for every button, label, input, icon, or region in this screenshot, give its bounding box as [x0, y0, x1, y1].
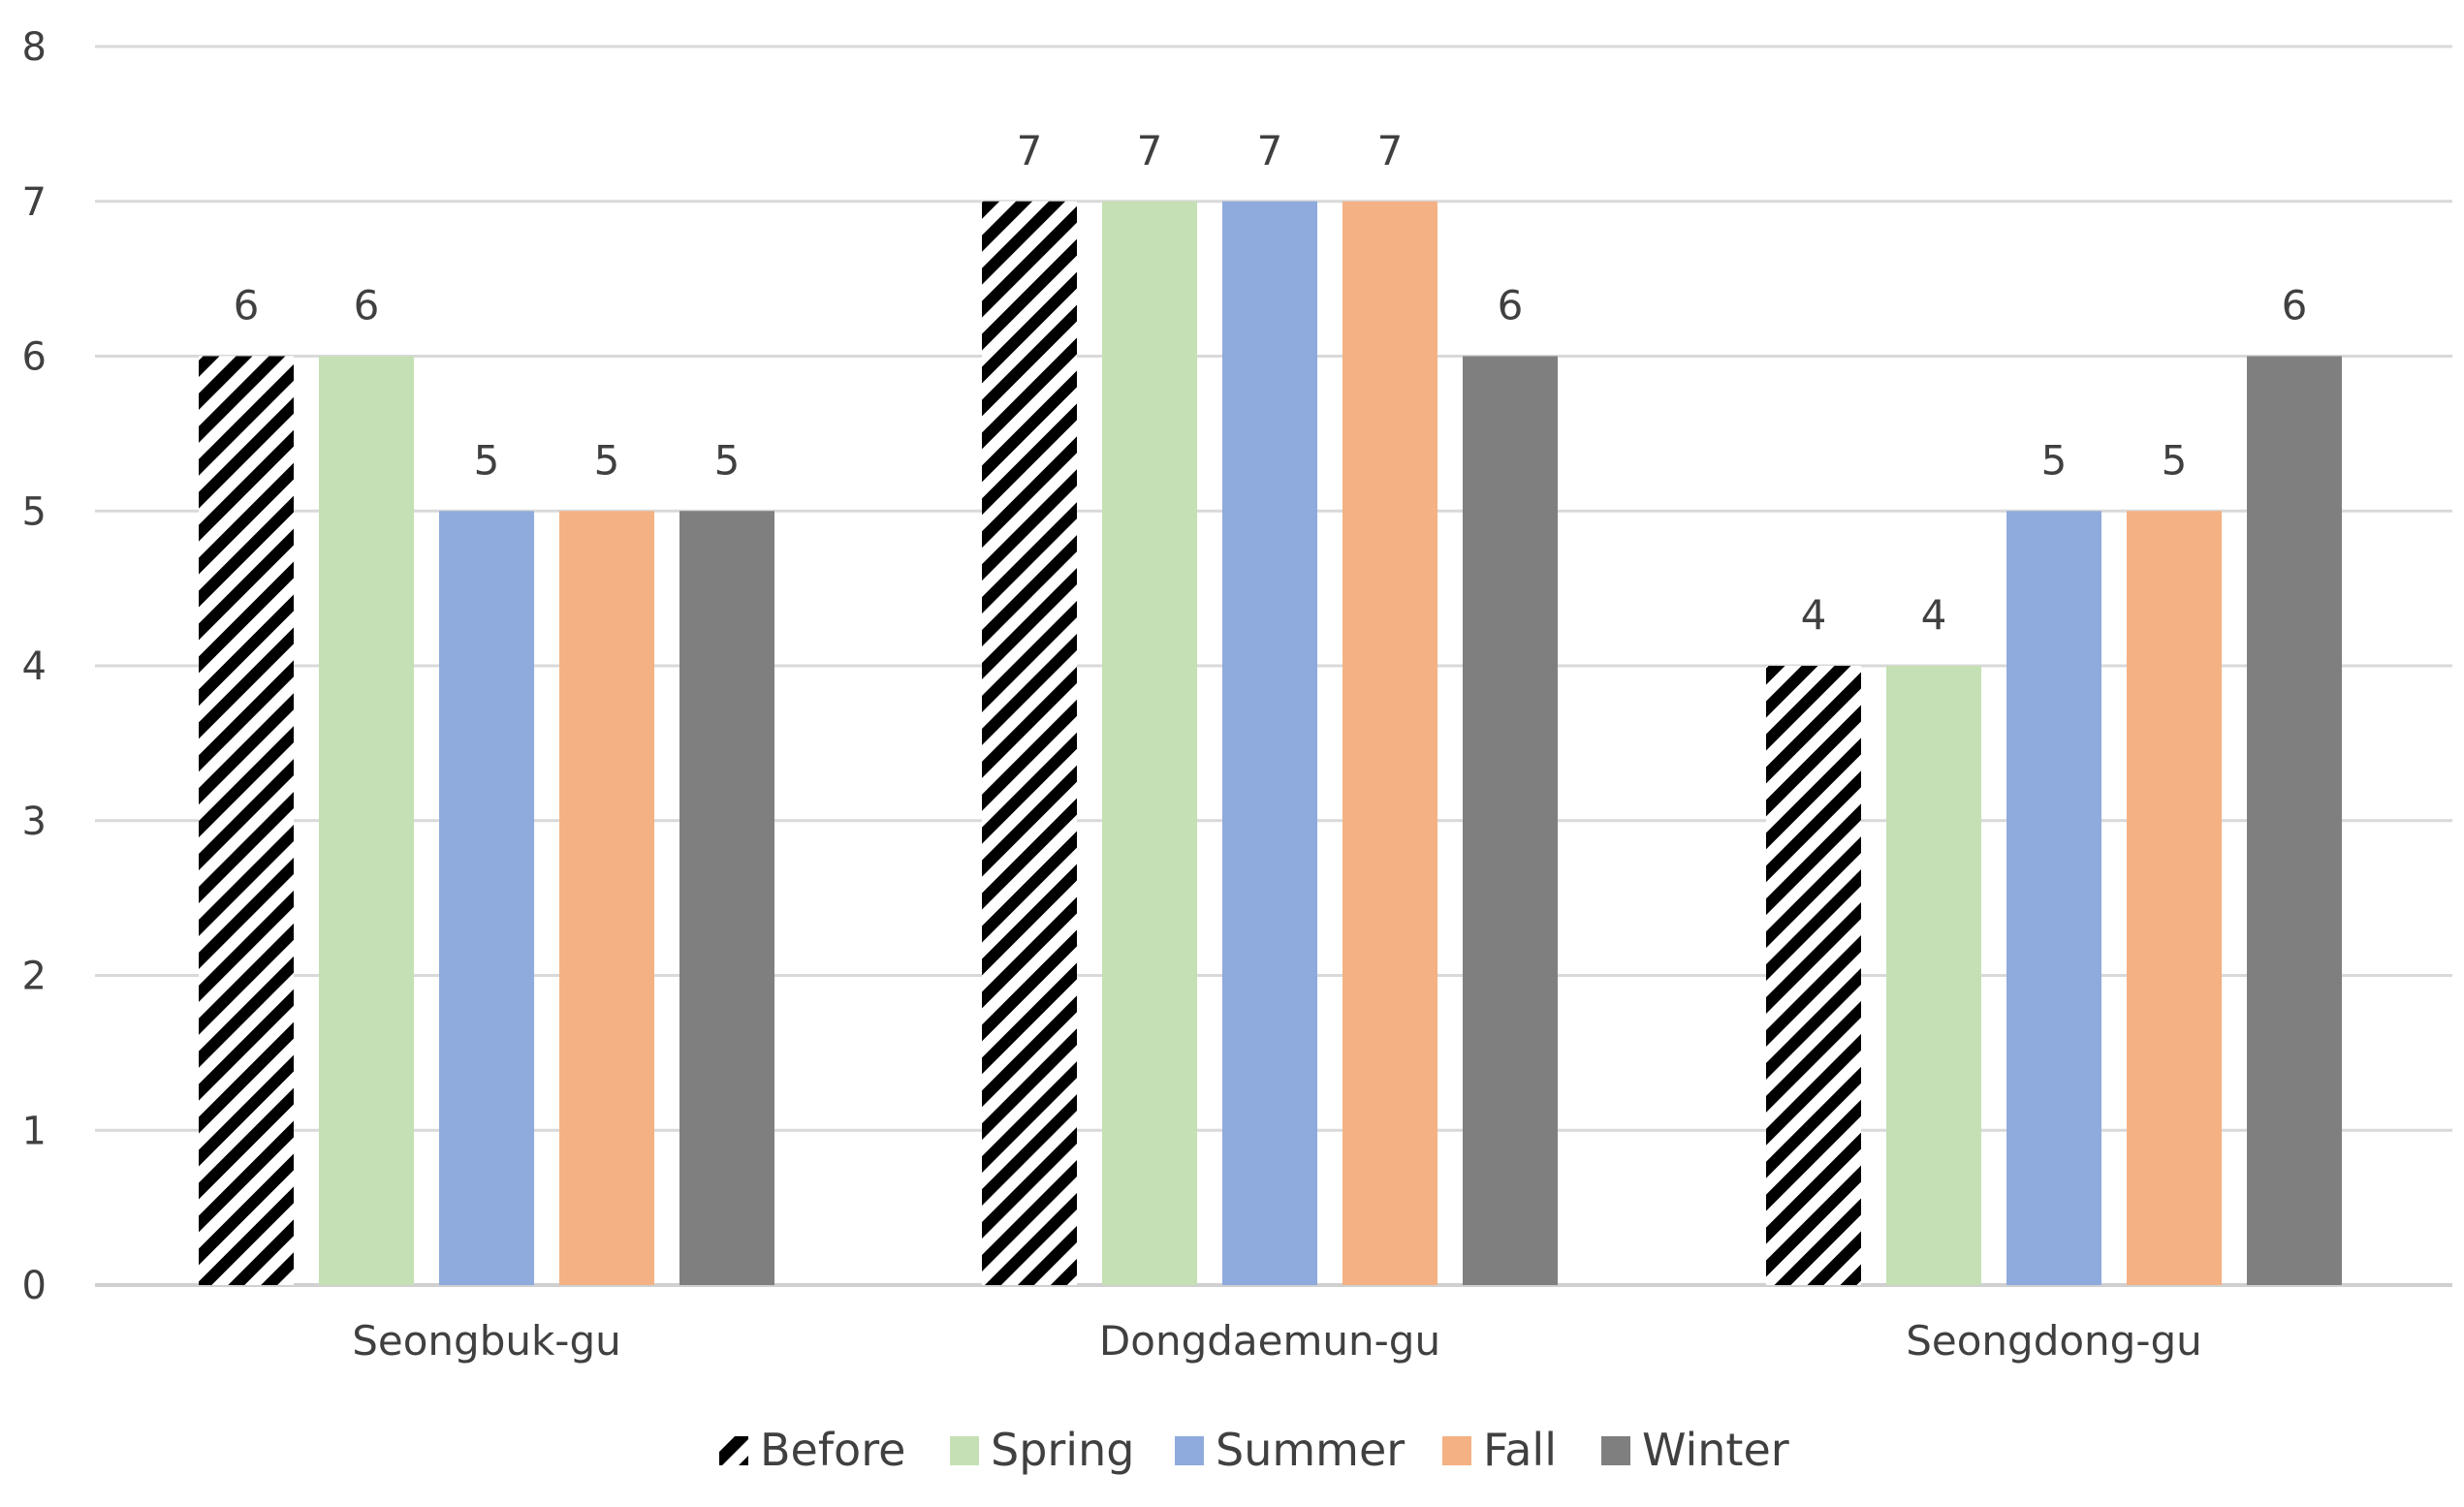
- data-label: 6: [1498, 282, 1524, 330]
- y-tick-label: 2: [22, 955, 47, 999]
- data-label: 6: [2282, 282, 2308, 330]
- bar-summer-seongbuk-gu: [439, 511, 534, 1285]
- y-axis-ticks: 0 1 2 3 4 5 6 7 8: [22, 25, 47, 1308]
- bar-winter-seongbuk-gu: [679, 511, 774, 1285]
- y-tick-label: 1: [22, 1109, 47, 1153]
- x-axis-categories: Seongbuk-gu Dongdaemun-gu Seongdong-gu: [352, 1317, 2202, 1365]
- data-label: 5: [2162, 436, 2188, 484]
- legend-label-summer: Summer: [1216, 1424, 1405, 1476]
- bars: [199, 201, 2342, 1285]
- legend-swatch-fall: [1442, 1436, 1471, 1465]
- data-label: 5: [594, 436, 620, 484]
- bar-spring-seongdong-gu: [1886, 666, 1981, 1285]
- x-category-label: Seongdong-gu: [1906, 1317, 2202, 1365]
- bar-fall-seongbuk-gu: [559, 511, 654, 1285]
- legend-swatch-summer: [1175, 1436, 1204, 1465]
- bar-summer-dongdaemun-gu: [1222, 201, 1317, 1285]
- y-tick-label: 6: [22, 335, 47, 380]
- data-label: 4: [1921, 591, 1947, 639]
- bar-fall-dongdaemun-gu: [1343, 201, 1437, 1285]
- data-label: 7: [1257, 127, 1283, 174]
- x-category-label: Seongbuk-gu: [352, 1317, 621, 1365]
- data-label: 7: [1137, 127, 1163, 174]
- data-label: 4: [1801, 591, 1827, 639]
- bar-before-seongdong-gu: [1766, 666, 1861, 1285]
- y-tick-label: 3: [22, 800, 47, 844]
- legend-label-fall: Fall: [1483, 1424, 1557, 1476]
- bar-spring-seongbuk-gu: [319, 356, 414, 1285]
- data-label: 6: [354, 282, 380, 330]
- y-tick-label: 4: [22, 644, 47, 689]
- legend: Before Spring Summer Fall Winter: [719, 1424, 1789, 1476]
- legend-swatch-spring: [950, 1436, 979, 1465]
- data-labels: 6 6 5 5 5 7 7 7 7 6 4 4 5 5 6: [234, 127, 2308, 639]
- legend-label-before: Before: [760, 1424, 905, 1476]
- legend-swatch-winter: [1601, 1436, 1630, 1465]
- bar-winter-dongdaemun-gu: [1463, 356, 1558, 1285]
- data-label: 6: [234, 282, 260, 330]
- bar-spring-dongdaemun-gu: [1102, 201, 1197, 1285]
- legend-label-spring: Spring: [991, 1424, 1134, 1476]
- bar-summer-seongdong-gu: [2006, 511, 2101, 1285]
- bar-before-dongdaemun-gu: [982, 201, 1077, 1285]
- bar-before-seongbuk-gu: [199, 356, 294, 1285]
- y-tick-label: 5: [22, 489, 47, 534]
- bar-fall-seongdong-gu: [2127, 511, 2222, 1285]
- legend-swatch-before: [719, 1436, 748, 1465]
- bar-winter-seongdong-gu: [2247, 356, 2342, 1285]
- data-label: 7: [1017, 127, 1043, 174]
- data-label: 7: [1377, 127, 1404, 174]
- data-label: 5: [2041, 436, 2068, 484]
- legend-label-winter: Winter: [1642, 1424, 1789, 1476]
- x-category-label: Dongdaemun-gu: [1099, 1317, 1440, 1365]
- data-label: 5: [474, 436, 500, 484]
- data-label: 5: [714, 436, 741, 484]
- y-tick-label: 8: [22, 25, 47, 70]
- y-tick-label: 0: [22, 1264, 47, 1308]
- y-tick-label: 7: [22, 180, 47, 225]
